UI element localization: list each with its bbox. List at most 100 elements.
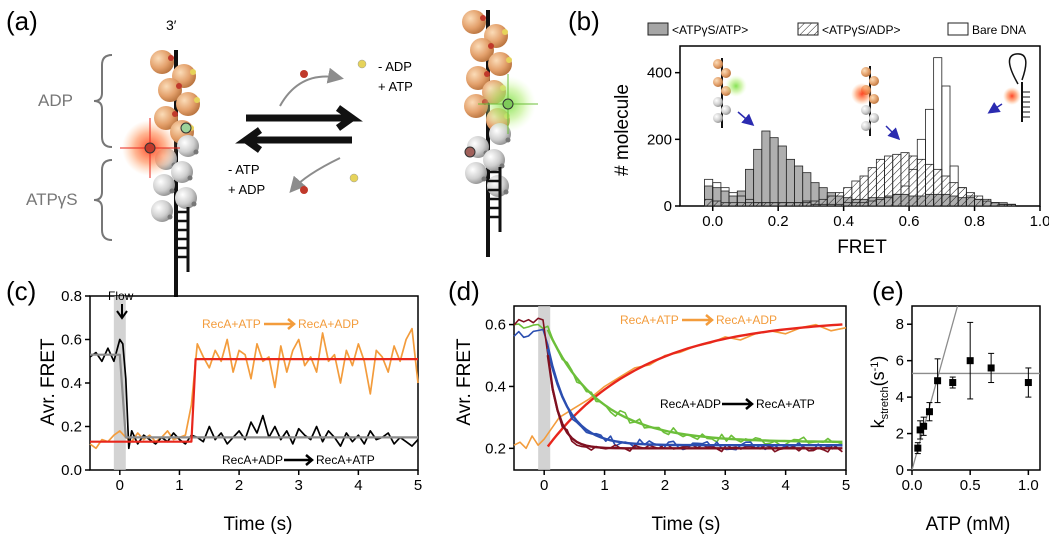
c-annotation-orange: RecA+ATP RecA+ADP	[202, 317, 359, 331]
hist-bar-hatched	[794, 202, 804, 207]
atp-dot-bottom	[349, 173, 359, 183]
legend-label-atpgs-adp: <ATPγS/ADP>	[822, 23, 900, 37]
recA-monomer-adp	[150, 50, 174, 74]
inset-monomer	[713, 77, 723, 87]
trace-trace_darkred	[513, 317, 843, 453]
panel-label-d: (d)	[448, 276, 480, 306]
legend-swatch-atpgs-adp	[797, 22, 819, 36]
trace-trace_blue	[513, 328, 843, 451]
c-annot-black-from: RecA+ADP	[222, 453, 283, 467]
hist-bar-hatched	[851, 180, 861, 207]
data-point	[987, 364, 995, 372]
nucleotide-dot	[502, 29, 508, 35]
hist-bar-grey	[777, 145, 787, 207]
y-tick-label: 400	[647, 65, 672, 82]
inset-arrow	[737, 111, 755, 126]
y-tick-label: 0.6	[61, 332, 82, 349]
y-tick-label: 0.0	[61, 462, 82, 479]
hist-bar-hatched	[736, 202, 746, 207]
recA-monomer-adp	[158, 78, 182, 102]
inset-monomer	[869, 113, 879, 123]
y-tick-label: 0	[664, 198, 672, 215]
y-tick-label: 4	[896, 389, 904, 406]
data-point	[934, 377, 942, 385]
recA-monomer-adp	[176, 92, 200, 116]
trace-trace_black	[89, 338, 419, 450]
hist-bar-hatched	[925, 163, 935, 207]
nucleotide-dot	[169, 188, 175, 194]
c-annot-orange-from: RecA+ATP	[202, 317, 261, 331]
d-annot-orange-from: RecA+ATP	[620, 313, 679, 327]
c-annotation-black: RecA+ADP RecA+ATP	[222, 453, 375, 467]
x-tick-label: 0	[116, 477, 124, 494]
b-ylabel: # molecule	[612, 84, 633, 176]
data-point	[914, 444, 922, 452]
nucleotide-dot	[168, 55, 174, 61]
top-exchange-arrow	[279, 67, 344, 107]
hist-bar-hatched	[908, 155, 918, 207]
hist-bar-hatched	[818, 198, 828, 207]
cy3-dye	[144, 142, 156, 154]
nucleotide-dot	[481, 176, 487, 182]
panel-c-traces: 0 1 2 3 4 5 0.0 0.2 0.4 0.6 0.8 Avr. FRET Time (s)…	[38, 288, 422, 535]
x-tick-label: 1.0	[1030, 213, 1049, 230]
inset-monomer	[861, 121, 871, 131]
hist-bar-hatched	[753, 202, 763, 207]
trace-fit_red	[90, 358, 418, 443]
hist-bar-hatched	[720, 202, 730, 207]
d-annot-orange-arrow	[682, 314, 714, 326]
panel-label-e: (e)	[872, 276, 904, 306]
trace-trace_orange	[513, 323, 847, 450]
bottom-reaction-line1: - ATP	[228, 162, 260, 177]
hist-bar-hatched	[704, 198, 714, 207]
bottom-reaction-line2: + ADP	[228, 182, 265, 197]
c-annot-black-arrow	[284, 454, 314, 466]
x-tick-label: 0.2	[768, 213, 789, 230]
hist-bar-hatched	[884, 155, 894, 207]
data-point	[1024, 379, 1032, 387]
atp-dot-top	[357, 59, 367, 69]
y-tick-label: 0.6	[485, 317, 506, 334]
inset-monomer	[861, 105, 871, 115]
hist-bar-grey	[769, 137, 779, 207]
hist-bar-grey	[761, 130, 771, 207]
nucleotide-dot	[484, 71, 490, 77]
x-tick-label: 1	[175, 477, 183, 494]
c-ylabel: Avr. FRET	[38, 338, 59, 426]
d-annot-black-arrow	[722, 398, 754, 410]
cy5-dye	[502, 98, 514, 110]
adp-dot-top	[300, 70, 308, 78]
c-plot: 0 1 2 3 4 5 0.0 0.2 0.4 0.6 0.8	[61, 288, 422, 494]
inset-monomer	[713, 97, 723, 107]
flow-band	[113, 296, 126, 470]
hist-bar-hatched	[843, 187, 853, 207]
panel-e-rates: 0.0 0.5 1.0 0 2 4 6 8 kstretch(s-1) ATP (mM)	[868, 305, 1041, 535]
recA-monomer-adp	[470, 38, 494, 62]
d-annotation-orange: RecA+ATP RecA+ADP	[620, 313, 777, 327]
acceptor-dye	[180, 122, 192, 134]
hist-bar-grey	[753, 148, 763, 207]
hist-bar-hatched	[990, 202, 1000, 207]
e-xlabel: ATP (mM)	[926, 514, 1011, 535]
e-ylabel: kstretch(s-1)	[868, 356, 891, 429]
trace-fit_grey	[90, 353, 418, 439]
legend-swatch-atpgs-atp	[647, 22, 669, 36]
data-point	[949, 379, 957, 387]
legend-label-bare-dna: Bare DNA	[972, 23, 1026, 37]
hist-bar-open	[949, 165, 959, 207]
nucleotide-dot	[167, 214, 173, 220]
y-tick-label: 0.8	[61, 288, 82, 305]
hist-bar-hatched	[916, 158, 926, 207]
y-tick-label: 6	[896, 353, 904, 370]
trace-trace_orange	[89, 327, 419, 450]
d-annot-black-to: RecA+ATP	[756, 397, 815, 411]
acceptor-dye	[464, 146, 476, 158]
x-tick-label: 4	[781, 477, 789, 494]
y-tick-label: 0.2	[61, 419, 82, 436]
nucleotide-dot	[190, 69, 196, 75]
inset-monomer	[869, 76, 879, 86]
hist-bar-hatched	[859, 175, 869, 207]
hist-bar-hatched	[785, 202, 795, 207]
e-plot: 0.0 0.5 1.0 0 2 4 6 8	[896, 305, 1041, 494]
x-tick-label: 3	[721, 477, 729, 494]
